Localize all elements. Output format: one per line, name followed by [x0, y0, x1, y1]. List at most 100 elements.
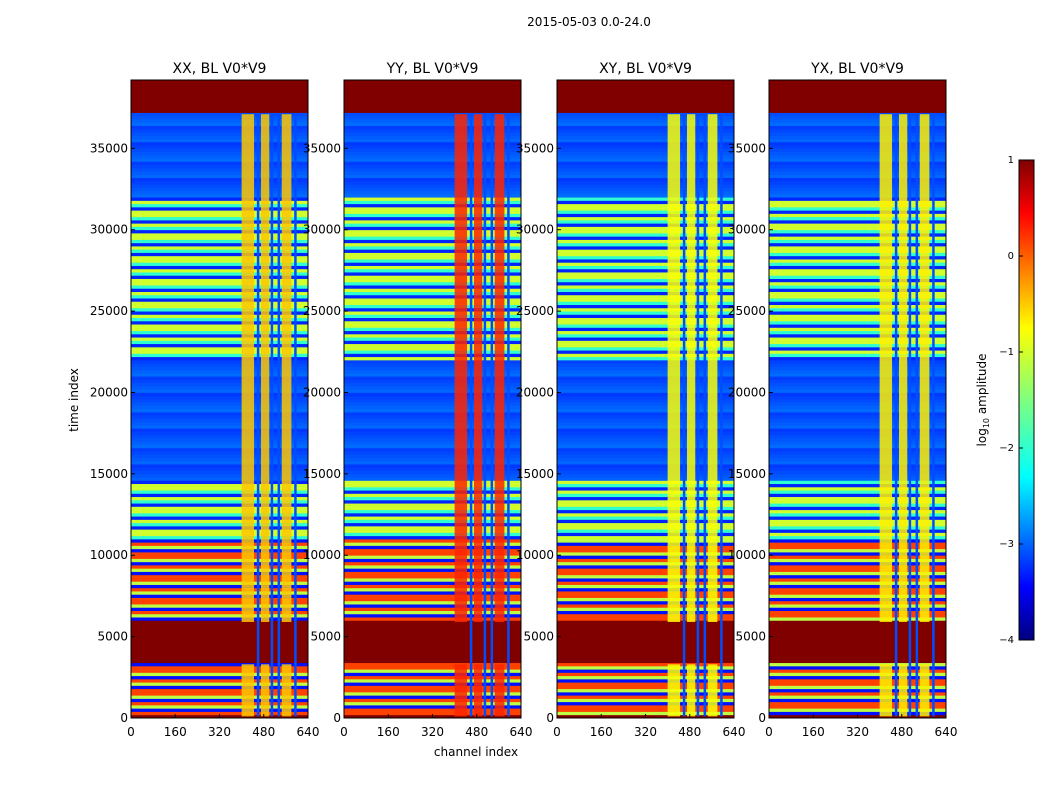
heatmap-row	[131, 698, 308, 703]
heatmap-row	[769, 522, 946, 527]
heatmap-row	[769, 145, 946, 149]
heatmap-row	[131, 80, 308, 84]
heatmap-row	[557, 232, 734, 237]
heatmap-row	[344, 275, 521, 279]
heatmap-row	[131, 249, 308, 253]
heatmap-row	[769, 643, 946, 647]
heatmap-row	[557, 428, 734, 432]
heatmap-row	[131, 122, 308, 126]
heatmap-row	[131, 343, 308, 348]
heatmap-row	[557, 125, 734, 130]
heatmap-row	[769, 708, 946, 712]
heatmap-row	[769, 428, 946, 432]
heatmap-row	[131, 275, 308, 279]
x-tick-label: 320	[634, 725, 657, 739]
heatmap-row	[344, 408, 521, 413]
heatmap-row	[557, 483, 734, 488]
heatmap-row	[131, 158, 308, 162]
heatmap-row	[557, 473, 734, 478]
heatmap-row	[557, 148, 734, 153]
heatmap-row	[769, 366, 946, 371]
heatmap-row	[344, 154, 521, 159]
heatmap-row	[344, 327, 521, 332]
heatmap-row	[557, 210, 734, 214]
channel-gap	[894, 114, 898, 717]
heatmap-row	[557, 503, 734, 507]
heatmap-row	[557, 89, 734, 94]
heatmap-row	[344, 346, 521, 351]
y-tick-label: 0	[333, 711, 341, 725]
rfi-band	[241, 114, 255, 622]
heatmap-row	[557, 512, 734, 517]
heatmap-row	[131, 672, 308, 677]
heatmap-row	[344, 538, 521, 543]
heatmap-row	[131, 441, 308, 445]
rfi-band	[686, 114, 696, 622]
heatmap-row	[344, 685, 521, 690]
heatmap-row	[769, 399, 946, 403]
heatmap-row	[769, 106, 946, 110]
heatmap-row	[769, 337, 946, 341]
heatmap-row	[344, 119, 521, 123]
heatmap-row	[131, 519, 308, 524]
heatmap-row	[131, 366, 308, 371]
heatmap-row	[769, 408, 946, 413]
heatmap-row	[344, 135, 521, 139]
heatmap-row	[557, 604, 734, 608]
heatmap-row	[344, 652, 521, 657]
heatmap-row	[769, 177, 946, 182]
y-tick-label: 30000	[516, 223, 554, 237]
heatmap-row	[344, 444, 521, 449]
heatmap-row	[131, 408, 308, 413]
heatmap-row	[344, 369, 521, 374]
heatmap-row	[344, 216, 521, 221]
heatmap-row	[769, 444, 946, 449]
heatmap-row	[557, 109, 734, 113]
heatmap-row	[344, 304, 521, 309]
heatmap-row	[769, 451, 946, 455]
heatmap-row	[769, 551, 946, 556]
heatmap-row	[344, 314, 521, 319]
x-tick-label: 320	[846, 725, 869, 739]
heatmap-row	[557, 343, 734, 348]
panel-4: YX, BL V0*V9 0 160 320 480 640 0 5000 10000 15000…	[728, 61, 958, 739]
heatmap-row	[557, 223, 734, 227]
heatmap-row	[557, 112, 734, 117]
y-tick-label: 30000	[728, 223, 766, 237]
heatmap-row	[557, 288, 734, 292]
heatmap-row	[557, 405, 734, 410]
heatmap-row	[344, 210, 521, 214]
heatmap-row	[344, 285, 521, 289]
heatmap-row	[769, 128, 946, 133]
heatmap-row	[557, 385, 734, 390]
heatmap-row	[344, 649, 521, 654]
heatmap-row	[344, 516, 521, 520]
heatmap-row	[131, 307, 308, 312]
heatmap-row	[344, 467, 521, 472]
panel-1: XX, BL V0*V9 0 160 320 480 640 0 5000 10000 15000…	[90, 61, 320, 739]
heatmap-row	[557, 496, 734, 501]
heatmap-row	[557, 704, 734, 709]
heatmap-row	[557, 506, 734, 511]
heatmap-row	[769, 285, 946, 289]
rfi-band	[898, 664, 908, 717]
heatmap-row	[131, 662, 308, 667]
heatmap-row	[344, 512, 521, 517]
heatmap-row	[769, 320, 946, 325]
heatmap-row	[769, 395, 946, 400]
heatmap-row	[769, 239, 946, 244]
heatmap-row	[344, 265, 521, 270]
heatmap-row	[769, 460, 946, 465]
heatmap-row	[557, 672, 734, 677]
heatmap-row	[769, 89, 946, 94]
heatmap-row	[557, 665, 734, 670]
heatmap-row	[769, 486, 946, 491]
heatmap-row	[131, 636, 308, 641]
heatmap-row	[557, 669, 734, 673]
heatmap-row	[344, 545, 521, 550]
heatmap-row	[344, 639, 521, 644]
heatmap-row	[557, 421, 734, 426]
heatmap-row	[131, 359, 308, 364]
heatmap-row	[344, 376, 521, 380]
channel-gap	[908, 114, 912, 717]
